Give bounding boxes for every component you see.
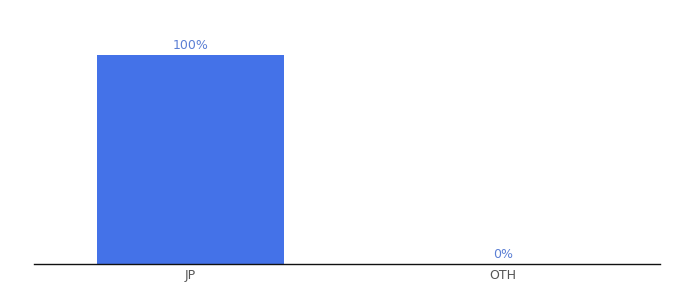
Text: 100%: 100%	[173, 39, 208, 52]
Text: 0%: 0%	[493, 248, 513, 261]
Bar	[97, 55, 284, 264]
